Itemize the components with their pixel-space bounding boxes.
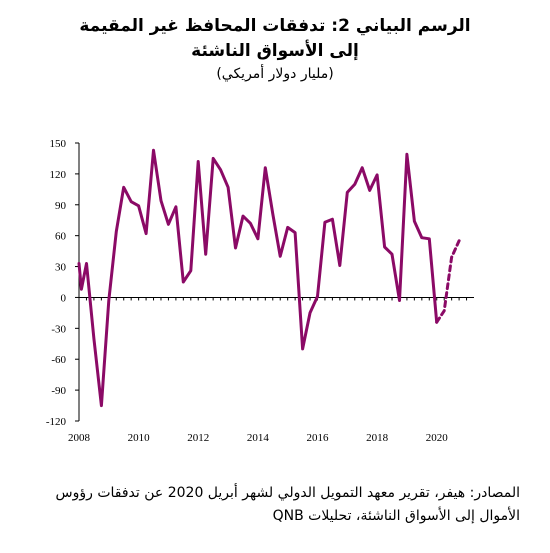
chart-unit-subtitle: (مليار دولار أمريكي) xyxy=(216,66,334,82)
source-note: المصادر: هيفر، تقرير معهد التمويل الدولي… xyxy=(55,485,520,524)
series-line-forecast-dashed xyxy=(435,239,461,324)
chart-header: الرسم البياني 2: تدفقات المحافظ غير المق… xyxy=(0,14,550,84)
chart-title-line-2: إلى الأسواق الناشئة xyxy=(191,41,359,61)
y-tick-label: 30 xyxy=(55,262,67,274)
series-line-actual xyxy=(77,148,439,408)
chart-axes xyxy=(75,142,474,422)
x-tick-label: 2016 xyxy=(306,432,329,444)
x-tick-label: 2014 xyxy=(247,432,270,444)
y-tick-label: -60 xyxy=(51,354,66,366)
y-tick-label: -90 xyxy=(51,385,66,397)
x-tick-label: 2012 xyxy=(187,432,209,444)
y-tick-label: -30 xyxy=(51,323,66,335)
y-tick-label: 60 xyxy=(55,231,67,243)
x-tick-label: 2008 xyxy=(68,432,91,444)
chart-title-line-1: الرسم البياني 2: تدفقات المحافظ غير المق… xyxy=(79,16,471,36)
y-tick-label: 90 xyxy=(55,200,67,212)
x-tick-label: 2010 xyxy=(128,432,151,444)
chart-plot-area xyxy=(77,148,461,408)
x-tick-label: 2020 xyxy=(426,432,449,444)
y-tick-label: 0 xyxy=(61,292,67,304)
y-tick-label: 150 xyxy=(50,138,67,150)
y-tick-label: -120 xyxy=(46,416,67,428)
y-tick-label: 120 xyxy=(50,169,67,181)
x-tick-label: 2018 xyxy=(366,432,389,444)
